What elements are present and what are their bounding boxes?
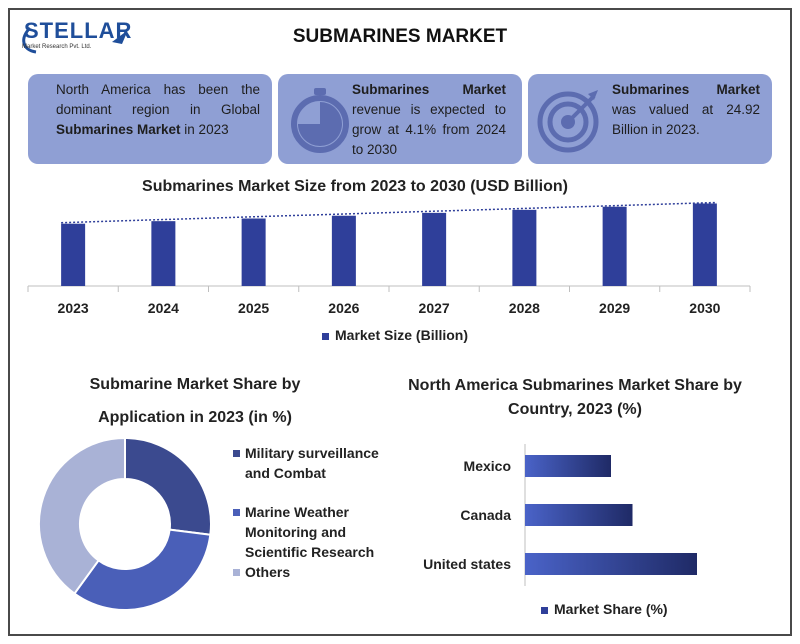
hbar-mexico bbox=[525, 455, 611, 477]
bar-2029 bbox=[602, 206, 627, 286]
donut-slice-0 bbox=[124, 436, 212, 536]
donut-legend-others: Others bbox=[233, 562, 395, 582]
bar-2025 bbox=[241, 218, 266, 286]
bar-2028 bbox=[512, 209, 537, 286]
hbar-canada bbox=[525, 504, 633, 526]
info-card-region: North America has been the dominant regi… bbox=[28, 74, 272, 164]
legend-swatch bbox=[322, 332, 329, 340]
legend-swatch bbox=[233, 569, 240, 576]
y-tick-label: Mexico bbox=[464, 458, 511, 474]
card1-text-before: North America has been the dominant regi… bbox=[56, 82, 260, 117]
x-tick-label: 2025 bbox=[238, 300, 269, 316]
donut-legend-military: Military surveillance and Combat bbox=[233, 443, 395, 483]
donut-legend-marine: Marine Weather Monitoring and Scientific… bbox=[233, 502, 395, 562]
country-legend-label: Market Share (%) bbox=[554, 601, 668, 617]
card2-text: Submarines Market revenue is expected to… bbox=[352, 80, 506, 160]
card2-bold: Submarines Market bbox=[352, 82, 506, 97]
bar-2030 bbox=[692, 203, 717, 286]
stopwatch-icon bbox=[291, 88, 349, 153]
x-tick-label: 2029 bbox=[599, 300, 630, 316]
logo-swoosh-icon bbox=[22, 26, 128, 54]
card3-body: was valued at 24.92 Billion in 2023. bbox=[612, 102, 760, 137]
trendline bbox=[61, 201, 717, 224]
card1-bold: Submarines Market bbox=[56, 122, 181, 137]
bar-2027 bbox=[422, 212, 447, 286]
x-tick-label: 2024 bbox=[148, 300, 179, 316]
logo-subtext: Market Research Pvt. Ltd. bbox=[22, 44, 92, 50]
x-tick-label: 2023 bbox=[58, 300, 89, 316]
donut-slice-1 bbox=[73, 528, 212, 611]
donut-chart-title: Submarine Market Share by Application in… bbox=[89, 376, 301, 426]
x-tick-label: 2028 bbox=[509, 300, 540, 316]
bar-2024 bbox=[151, 221, 176, 286]
x-tick-label: 2027 bbox=[419, 300, 450, 316]
page-title: SUBMARINES MARKET bbox=[292, 26, 508, 47]
country-share-chart-title: North America Submarines Market Share by… bbox=[408, 377, 742, 418]
legend-swatch bbox=[233, 509, 240, 516]
bar-chart-title: Submarines Market Size from 2023 to 2030… bbox=[142, 178, 568, 195]
x-tick-label: 2026 bbox=[328, 300, 359, 316]
y-tick-label: United states bbox=[423, 556, 511, 572]
donut-slice-2 bbox=[38, 436, 126, 595]
stellar-logo bbox=[16, 14, 146, 64]
target-icon bbox=[537, 90, 599, 153]
y-tick-label: Canada bbox=[460, 507, 511, 523]
hbar-united-states bbox=[525, 553, 697, 575]
x-tick-label: 2030 bbox=[689, 300, 720, 316]
card2-body: revenue is expected to grow at 4.1% from… bbox=[352, 102, 506, 157]
legend-swatch bbox=[233, 450, 240, 457]
card1-text-after: in 2023 bbox=[180, 122, 229, 137]
logo-text: STELLAR bbox=[24, 18, 133, 43]
card3-text: Submarines Market was valued at 24.92 Bi… bbox=[612, 80, 760, 140]
legend-swatch bbox=[541, 606, 548, 614]
bar-2026 bbox=[331, 215, 356, 286]
info-card-value: Submarines Market was valued at 24.92 Bi… bbox=[528, 74, 772, 164]
info-card-growth: Submarines Market revenue is expected to… bbox=[278, 74, 522, 164]
card3-bold: Submarines Market bbox=[612, 82, 760, 97]
donut-legend-label: Marine Weather Monitoring and Scientific… bbox=[245, 504, 375, 560]
bar-chart-legend: Market Size (Billion) bbox=[322, 327, 468, 343]
country-chart-legend: Market Share (%) bbox=[541, 601, 668, 617]
bar-legend-label: Market Size (Billion) bbox=[335, 327, 469, 343]
donut-legend-label: Military surveillance and Combat bbox=[245, 445, 379, 481]
donut-legend-label: Others bbox=[245, 564, 291, 580]
bar-2023 bbox=[61, 223, 86, 286]
